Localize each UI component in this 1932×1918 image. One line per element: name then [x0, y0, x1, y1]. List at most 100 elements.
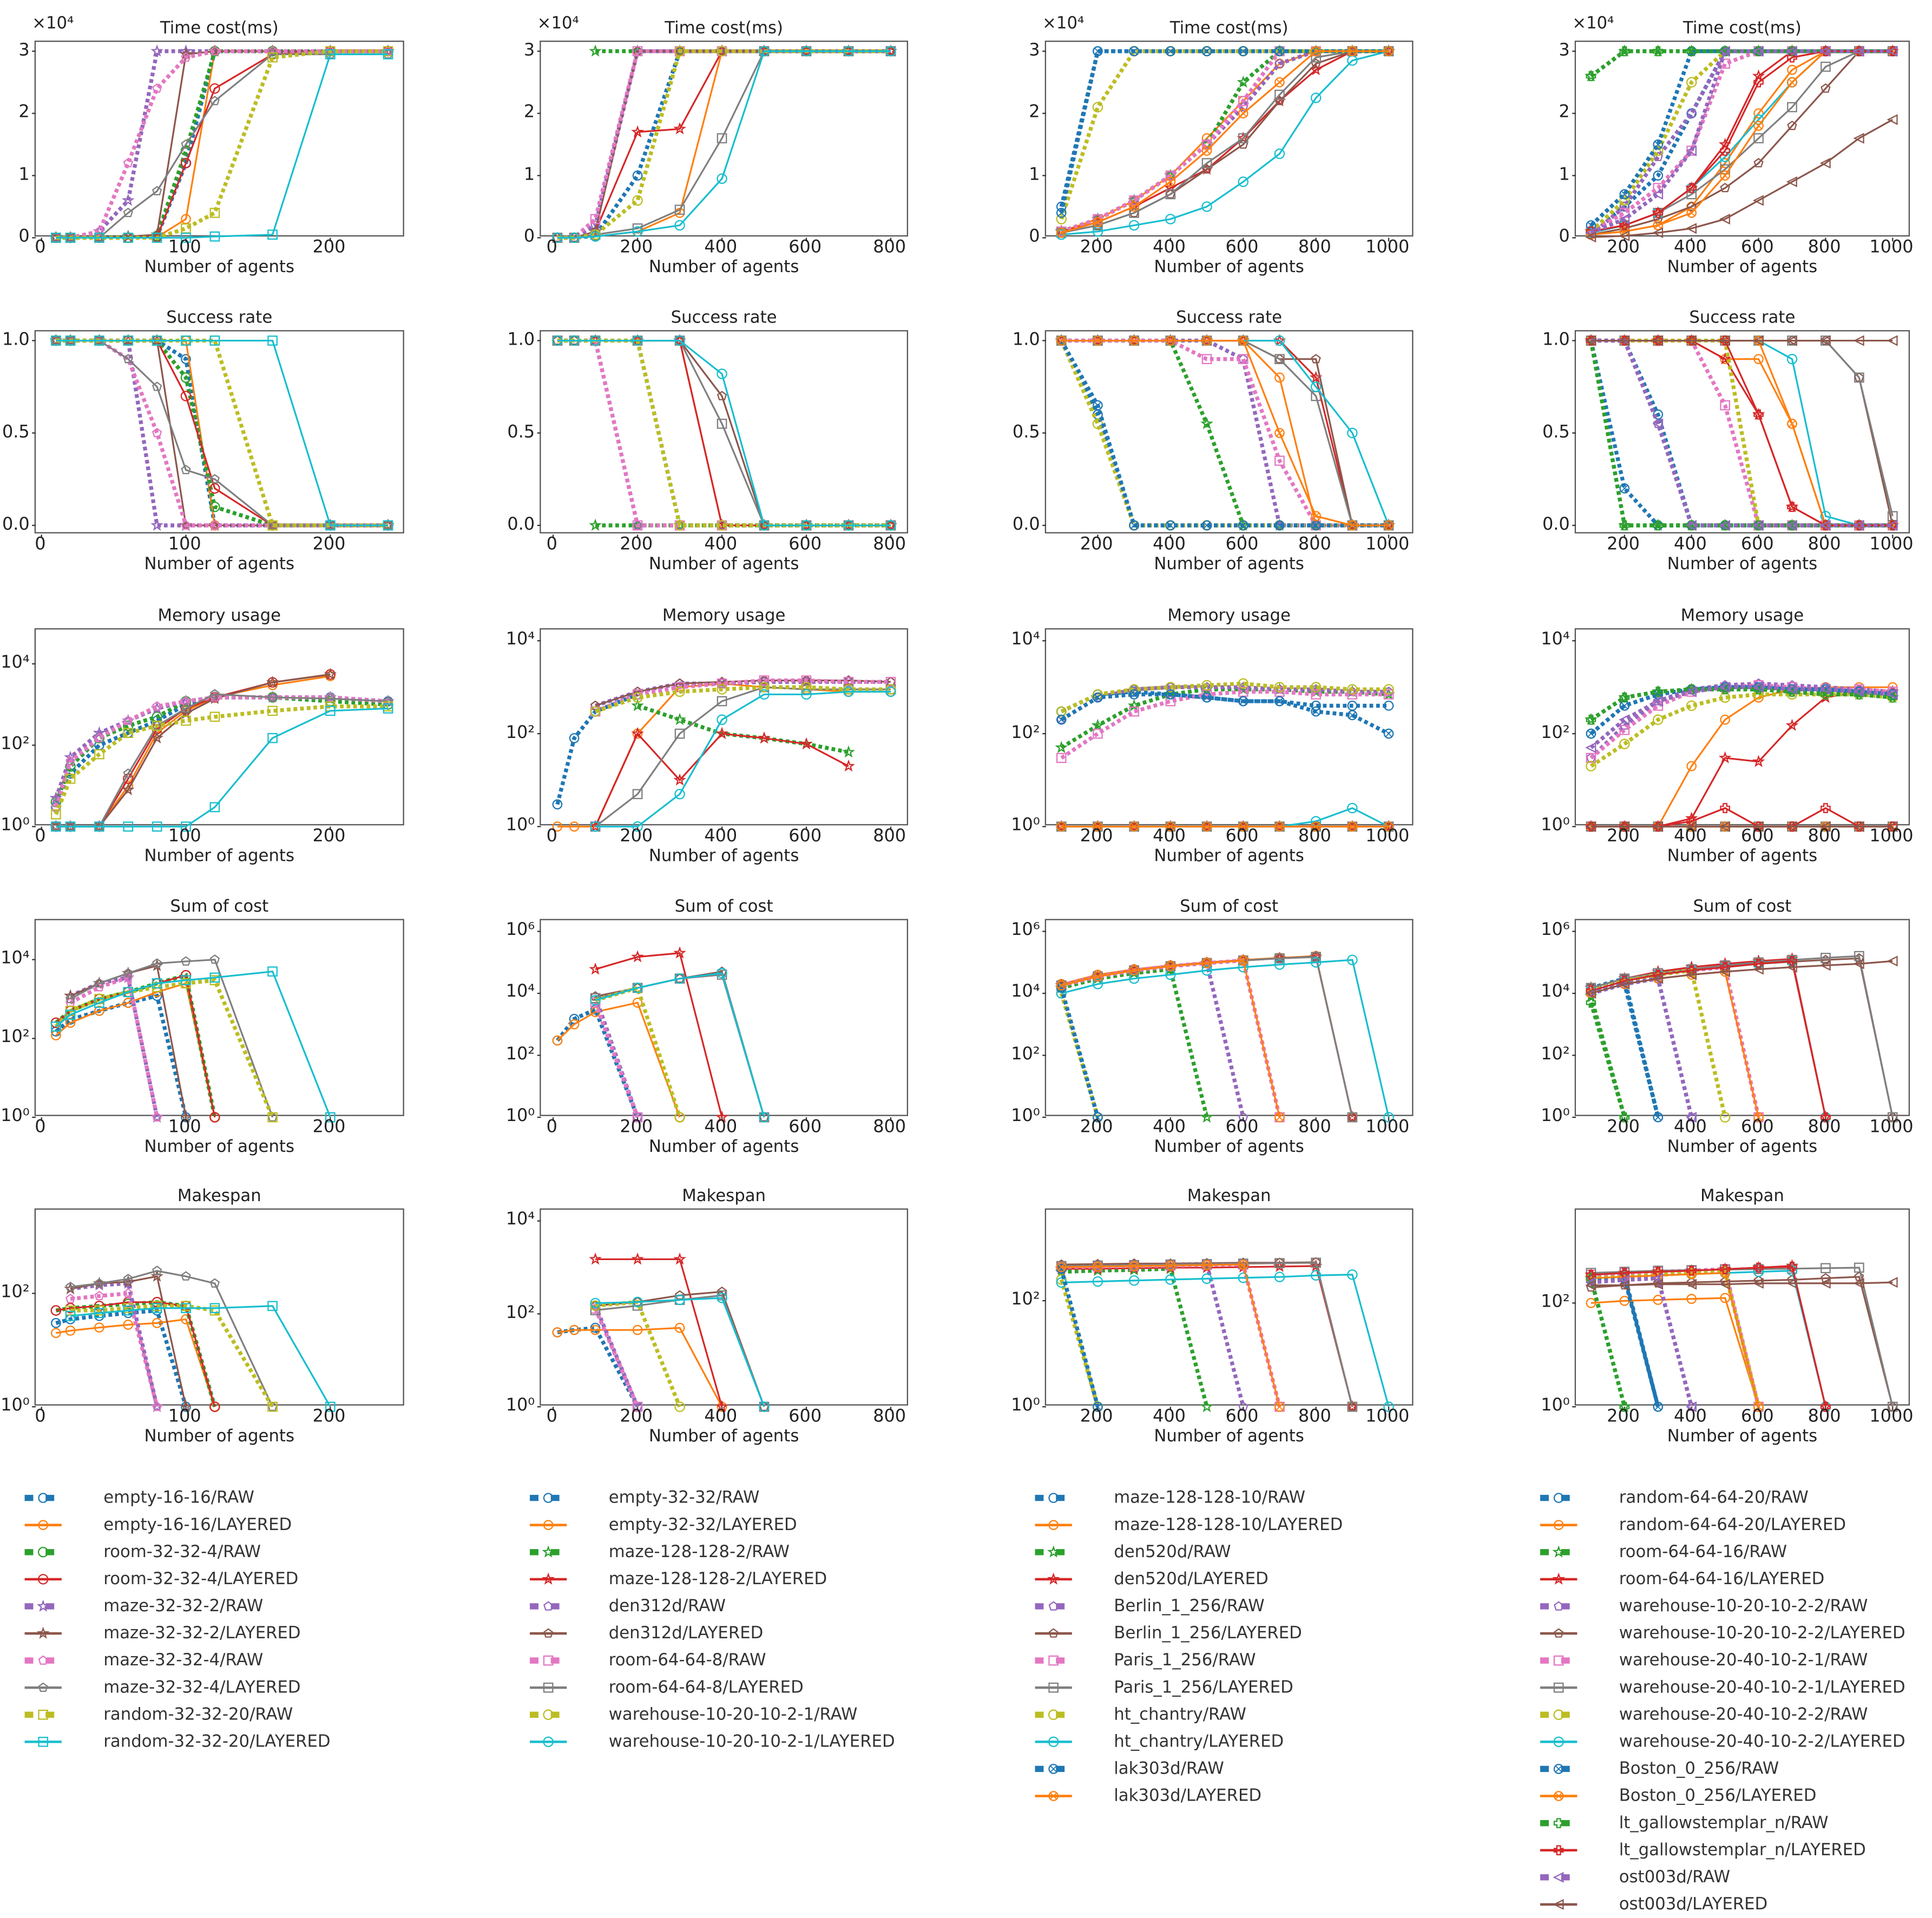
series-maze-32-32-2/LAYERED — [49, 44, 395, 243]
x-tick-label: 800 — [1808, 826, 1841, 847]
data-point — [1720, 714, 1730, 725]
series-line — [1061, 956, 1353, 1118]
data-point — [590, 1324, 601, 1335]
data-point — [94, 749, 104, 760]
series-line — [1591, 960, 1826, 1118]
data-point — [632, 1112, 643, 1122]
x-tick-label: 200 — [620, 826, 653, 847]
data-point — [1201, 158, 1212, 168]
data-point — [94, 226, 104, 236]
data-point — [1237, 75, 1250, 88]
data-point — [94, 821, 104, 831]
legend-label: ht_chantry/RAW — [1114, 1705, 1246, 1725]
x-tick-label: 600 — [1740, 1407, 1774, 1427]
y-tick-label: 0.5 — [1542, 421, 1570, 442]
panel-title: Makespan — [177, 1186, 261, 1206]
data-point — [1653, 208, 1664, 218]
x-tick-label: 400 — [1673, 1117, 1707, 1137]
series-line — [557, 49, 891, 240]
legend-label: Paris_1_256/RAW — [1114, 1650, 1256, 1671]
data-point — [1619, 724, 1630, 735]
series-line — [1590, 981, 1660, 1118]
data-point — [632, 789, 643, 800]
data-point — [267, 52, 278, 63]
data-point — [152, 427, 162, 438]
series-room-32-32-4/RAW — [50, 45, 393, 243]
data-point — [1200, 1400, 1213, 1413]
legend-marker-icon — [1048, 1709, 1059, 1721]
data-point — [1685, 821, 1697, 832]
series-line — [557, 338, 891, 528]
legend-item: room-64-64-16/RAW — [1537, 1539, 1905, 1566]
data-point — [1719, 692, 1731, 703]
data-point — [674, 1294, 685, 1306]
panel-title: Sum of cost — [1180, 897, 1279, 917]
marker-cross — [1385, 48, 1392, 55]
series-Berlin_1_256/LAYERED — [1056, 46, 1394, 237]
data-point — [1686, 46, 1697, 56]
data-point — [181, 335, 191, 346]
data-point — [1786, 335, 1797, 346]
x-tick-label: 0 — [546, 238, 557, 258]
data-point — [1785, 719, 1799, 731]
series-ht_chantry/LAYERED — [1056, 1269, 1394, 1412]
series-line — [1060, 685, 1389, 722]
series-empty-32-32/RAW — [552, 335, 896, 531]
data-point — [123, 1274, 133, 1283]
data-point — [1719, 520, 1730, 531]
data-point — [209, 954, 220, 964]
series-line — [1061, 955, 1353, 1118]
data-point — [1619, 714, 1630, 726]
data-point — [1383, 1112, 1394, 1123]
data-point — [94, 233, 104, 243]
legend-item: random-32-32-20/RAW — [22, 1701, 331, 1728]
legend-marker-icon — [38, 1737, 49, 1747]
x-tick-label: 0 — [546, 535, 557, 555]
x-tick-label: 400 — [1153, 826, 1186, 847]
axes-success-rate-3 — [1042, 330, 1414, 538]
legend-marker-icon — [1553, 1818, 1564, 1828]
marker-cross — [1057, 823, 1065, 831]
series-line — [1060, 689, 1389, 714]
series-line — [70, 1270, 274, 1407]
data-point — [1686, 77, 1697, 88]
data-point — [1201, 335, 1212, 346]
data-point — [152, 1303, 162, 1314]
series-room-64-64-8/LAYERED — [552, 46, 896, 243]
data-point — [1819, 335, 1831, 346]
series-line — [1061, 50, 1389, 234]
data-point — [1238, 821, 1248, 832]
data-point — [152, 233, 162, 243]
x-axis-label: Number of agents — [144, 1137, 294, 1157]
y-tick-label: 0 — [1559, 226, 1570, 247]
data-point — [181, 696, 191, 706]
marker-cross — [1131, 48, 1138, 55]
legend-swatch-icon — [24, 1493, 62, 1503]
data-point — [267, 706, 278, 716]
series-Boston_0_256/LAYERED — [1586, 966, 1764, 1123]
data-point — [1653, 145, 1664, 156]
data-point — [179, 707, 193, 719]
data-point — [1853, 686, 1864, 697]
y-tick-label: 10² — [1541, 722, 1570, 742]
series-line — [1061, 50, 1389, 236]
marker-cross — [1239, 48, 1247, 55]
data-point — [1129, 965, 1139, 976]
legend-item: ost003d/RAW — [1537, 1864, 1905, 1891]
marker-cross — [1312, 823, 1320, 831]
data-point — [123, 233, 134, 243]
data-point — [267, 692, 278, 702]
series-warehouse-10-20-10-2-1/LAYERED — [590, 1293, 770, 1412]
series-line — [1591, 118, 1894, 238]
x-tick-label: 100 — [168, 1117, 201, 1137]
data-point — [1274, 46, 1285, 56]
data-point — [51, 335, 61, 346]
series-line — [1061, 1265, 1353, 1407]
x-tick-label: 600 — [1225, 1117, 1259, 1137]
series-lt_gallowstemplar_n/LAYERED — [1586, 1261, 1831, 1412]
marker-cross — [1094, 694, 1101, 701]
x-tick-label: 400 — [704, 1407, 738, 1427]
data-point — [1887, 335, 1898, 346]
series-line — [1591, 50, 1893, 234]
data-point — [1274, 959, 1285, 970]
